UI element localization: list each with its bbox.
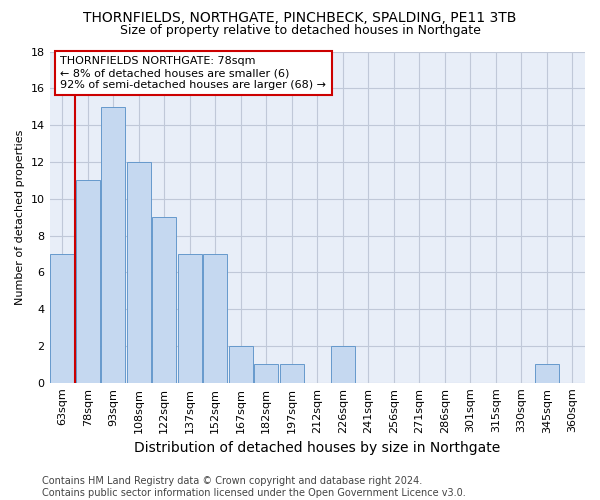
Text: THORNFIELDS, NORTHGATE, PINCHBECK, SPALDING, PE11 3TB: THORNFIELDS, NORTHGATE, PINCHBECK, SPALD… [83,11,517,25]
Bar [127,162,151,383]
Text: Contains HM Land Registry data © Crown copyright and database right 2024.
Contai: Contains HM Land Registry data © Crown c… [42,476,466,498]
Bar [152,217,176,383]
Bar [535,364,559,383]
Bar [178,254,202,383]
Bar [331,346,355,383]
Bar [203,254,227,383]
Bar [229,346,253,383]
X-axis label: Distribution of detached houses by size in Northgate: Distribution of detached houses by size … [134,441,500,455]
Text: THORNFIELDS NORTHGATE: 78sqm
← 8% of detached houses are smaller (6)
92% of semi: THORNFIELDS NORTHGATE: 78sqm ← 8% of det… [60,56,326,90]
Bar [76,180,100,383]
Bar [101,106,125,383]
Y-axis label: Number of detached properties: Number of detached properties [15,130,25,305]
Bar [254,364,278,383]
Bar [280,364,304,383]
Text: Size of property relative to detached houses in Northgate: Size of property relative to detached ho… [119,24,481,37]
Bar [50,254,74,383]
